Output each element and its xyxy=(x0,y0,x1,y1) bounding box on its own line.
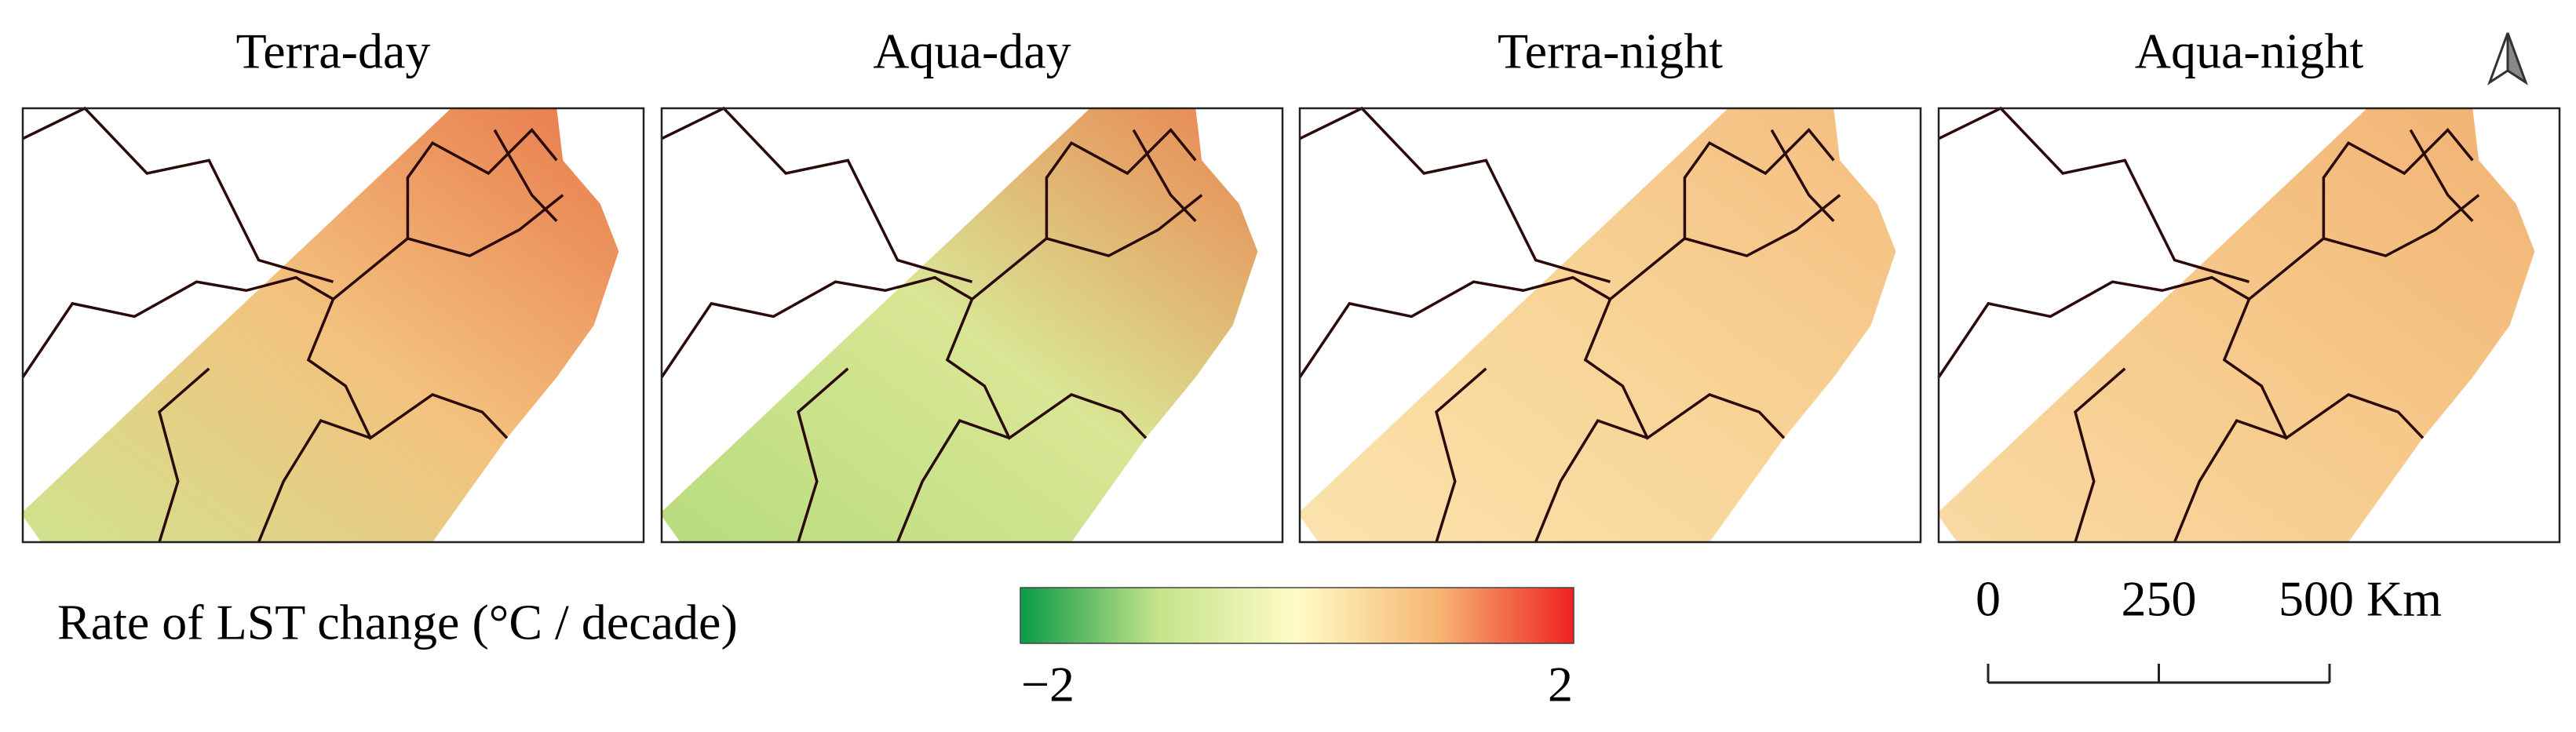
province-boundary xyxy=(2173,419,2287,543)
province-boundary xyxy=(2074,367,2126,543)
map-frame xyxy=(660,107,1284,544)
province-boundary xyxy=(493,129,558,222)
colorbar xyxy=(1020,587,1574,644)
province-boundary xyxy=(1298,275,1611,378)
province-boundary xyxy=(660,275,973,378)
lst-swath xyxy=(1300,108,1896,542)
province-boundary xyxy=(1299,106,1611,283)
province-boundary xyxy=(896,419,1010,543)
province-boundary xyxy=(1770,129,1835,222)
province-boundary xyxy=(21,275,334,378)
colorbar-tick-label: 2 xyxy=(1548,657,1573,712)
map-frame xyxy=(1937,107,2561,544)
panel-title: Aqua-day xyxy=(873,24,1071,79)
scale-label: 500 Km xyxy=(2279,571,2442,627)
province-boundary xyxy=(2409,129,2474,222)
province-boundary xyxy=(2322,194,2480,257)
province-boundary xyxy=(158,367,210,543)
scale-label: 250 xyxy=(2122,571,2197,627)
map-frame xyxy=(1298,107,1922,544)
lst-swath xyxy=(23,108,619,542)
scale-label: 0 xyxy=(1976,571,2001,627)
province-boundary xyxy=(661,106,972,283)
province-boundary xyxy=(1045,194,1203,257)
province-boundary xyxy=(797,367,849,543)
province-boundary xyxy=(407,194,564,257)
province-boundary xyxy=(1132,129,1197,222)
map-frame xyxy=(21,107,645,544)
panel-title: Terra-day xyxy=(236,24,431,79)
north-arrow xyxy=(2487,32,2528,86)
province-boundary xyxy=(1937,275,2250,378)
province-boundary xyxy=(1435,367,1487,543)
panel-title: Aqua-night xyxy=(2135,24,2364,79)
lst-swath xyxy=(1939,108,2535,542)
province-boundary xyxy=(1684,194,1841,257)
panel-title: Terra-night xyxy=(1498,24,1723,79)
province-boundary xyxy=(1534,419,1648,543)
colorbar-tick-label: −2 xyxy=(1021,657,1075,712)
province-boundary xyxy=(257,419,371,543)
legend-label: Rate of LST change (°C / decade) xyxy=(57,595,738,650)
province-boundary xyxy=(22,106,334,283)
lst-swath xyxy=(662,108,1258,542)
province-boundary xyxy=(1938,106,2249,283)
